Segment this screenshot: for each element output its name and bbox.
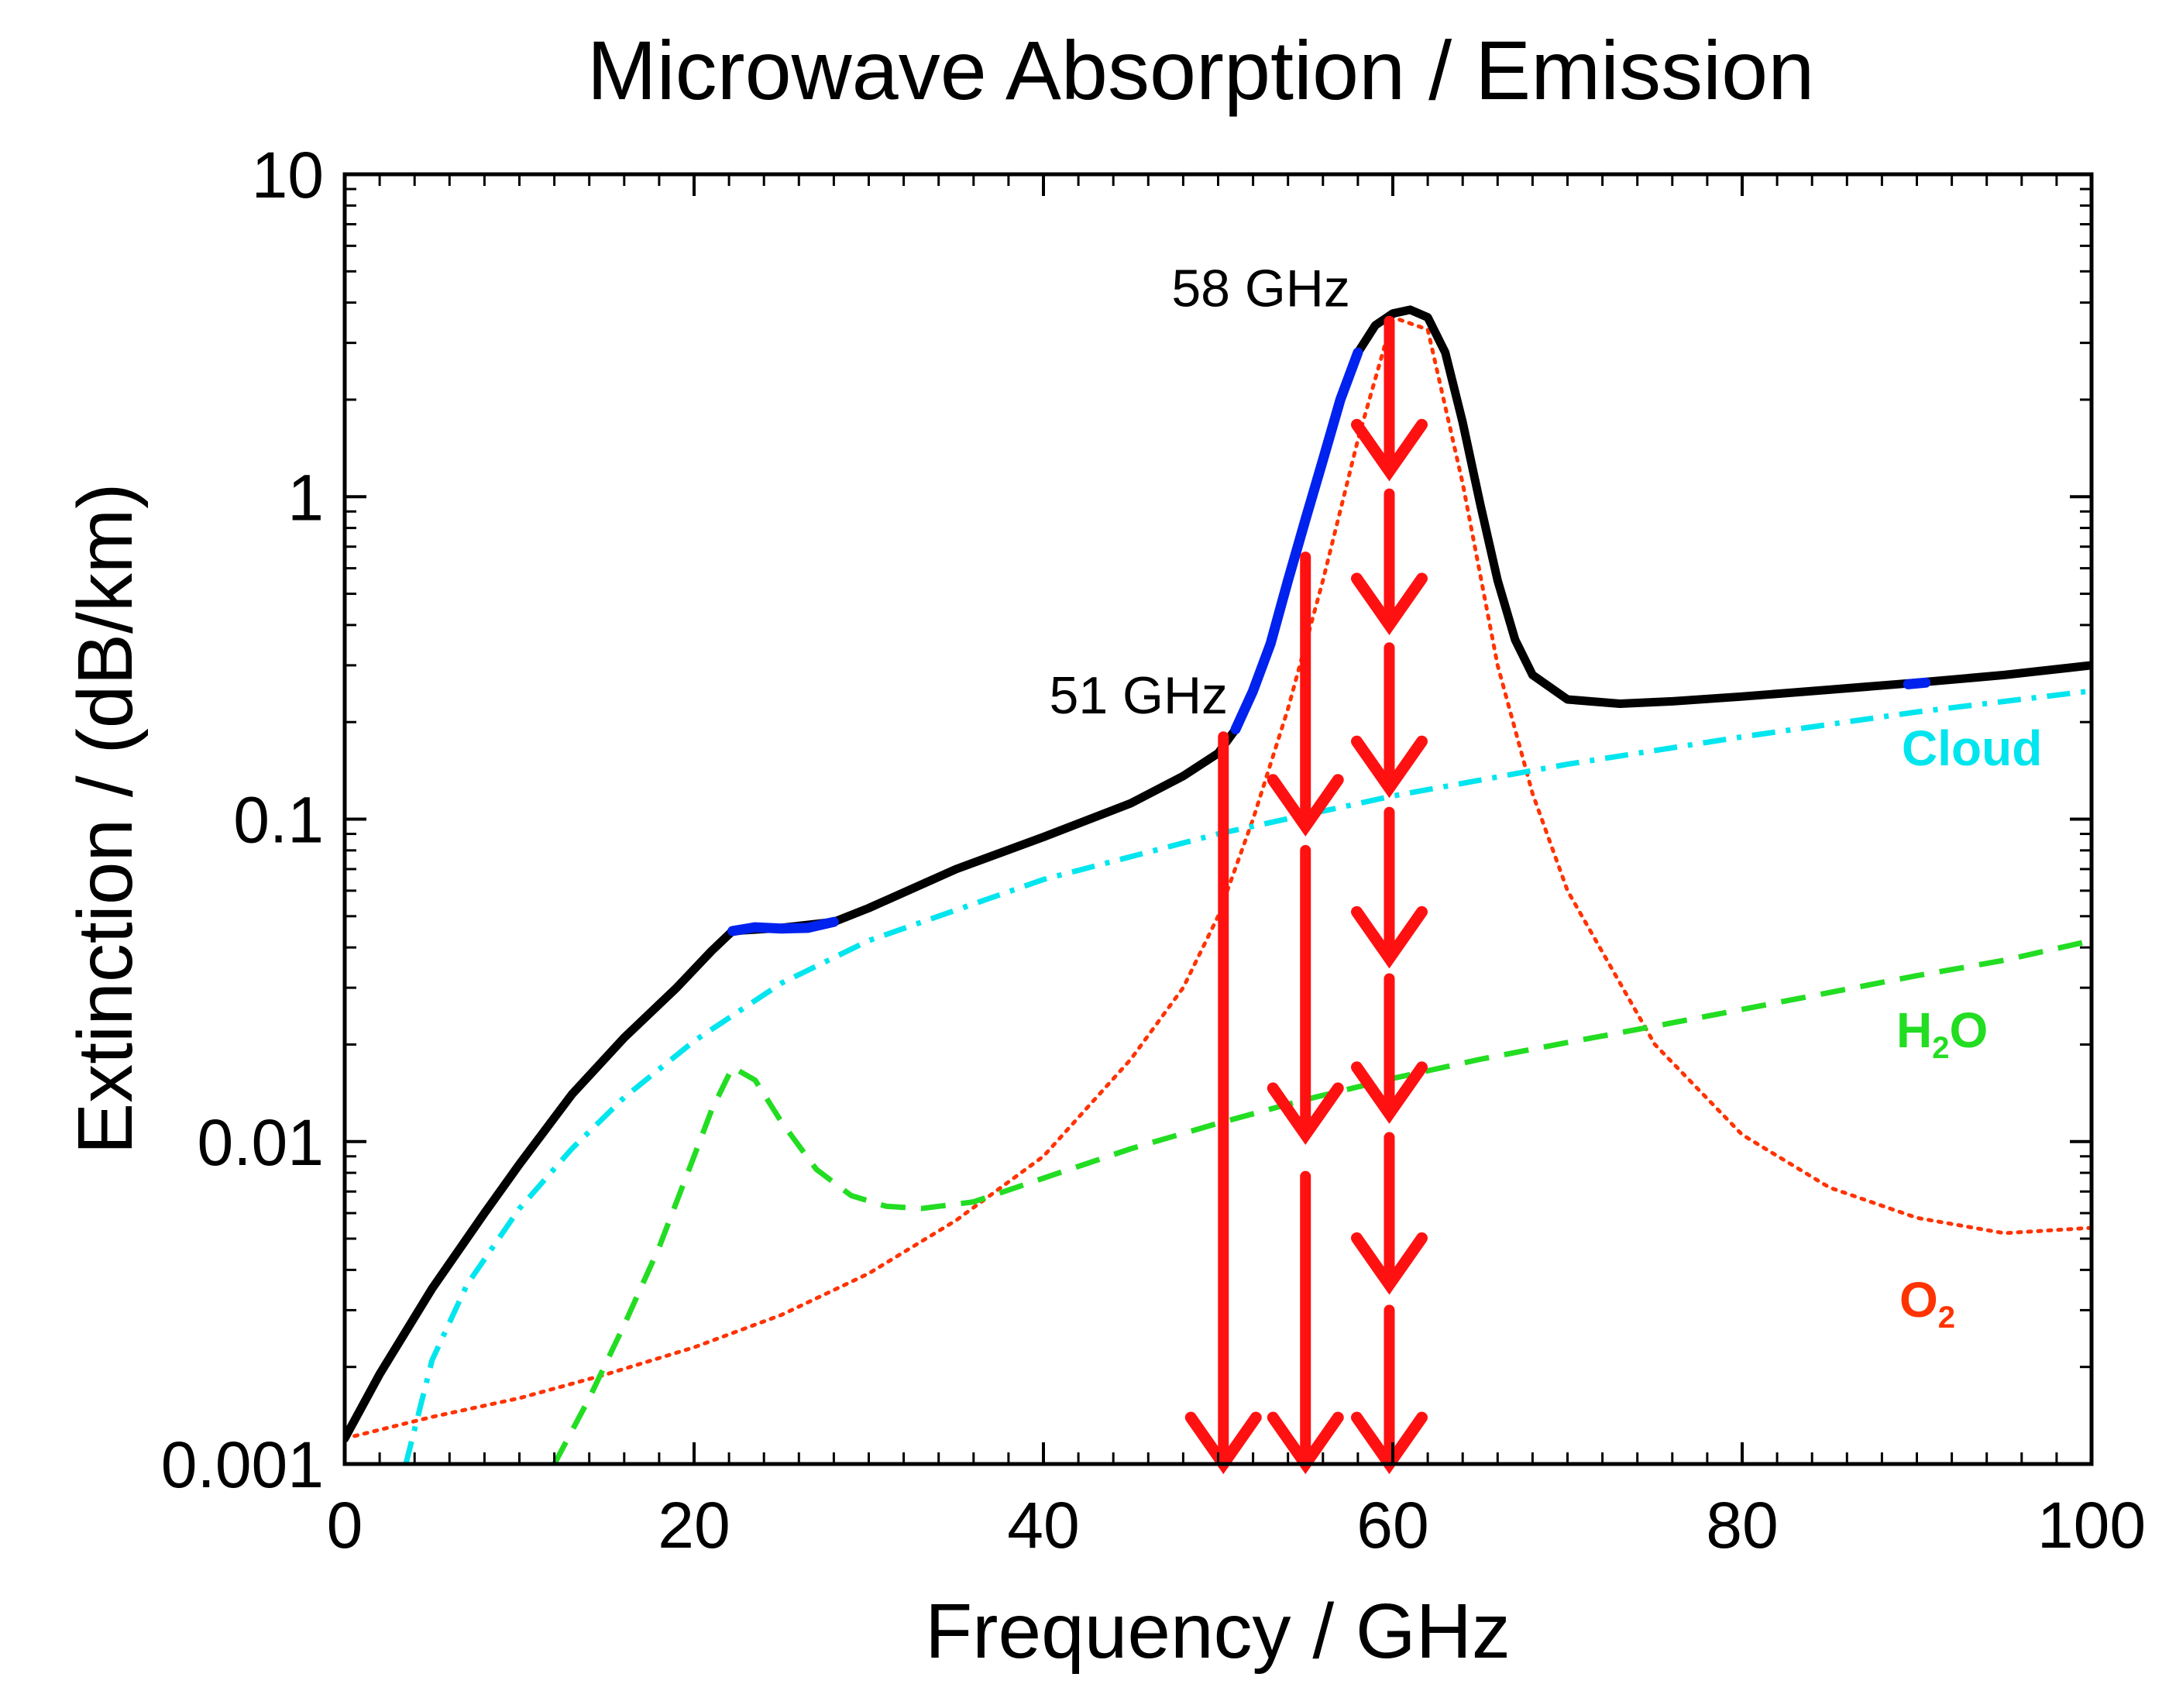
series-label-main: O bbox=[1899, 1272, 1938, 1328]
series-line-h2o bbox=[552, 937, 2092, 1464]
arrow-head bbox=[1350, 1061, 1428, 1124]
y-tick-label: 0.1 bbox=[233, 784, 324, 857]
arrow-2-2 bbox=[1267, 844, 1344, 1146]
highlight-segment-2 bbox=[1230, 347, 1363, 734]
highlight-layer bbox=[727, 347, 1931, 936]
arrow-3-2 bbox=[1350, 488, 1428, 635]
arrow-2-3 bbox=[1267, 1170, 1344, 1475]
series-line-cloud bbox=[403, 688, 2092, 1464]
arrow-2-1 bbox=[1267, 552, 1344, 837]
series-label-h2o: H2O bbox=[1896, 1002, 1988, 1065]
series-label-cloud: Cloud bbox=[1902, 720, 2042, 776]
annotation-layer: 58 GHz 51 GHz bbox=[1050, 259, 1350, 725]
arrow-3-7 bbox=[1350, 1304, 1428, 1475]
chart-title: Microwave Absorption / Emission bbox=[587, 23, 1815, 117]
y-tick-label: 0.001 bbox=[161, 1428, 324, 1501]
arrow-head bbox=[1350, 906, 1428, 969]
series-label-main: H bbox=[1896, 1002, 1932, 1058]
series-label-o2: O2 bbox=[1899, 1272, 1955, 1335]
x-axis-label: Frequency / GHz bbox=[925, 1588, 1511, 1675]
tick-label-layer: 0 20 40 60 80 100 0.001 0.01 0.1 1 10 bbox=[161, 139, 2146, 1562]
y-tick-label: 10 bbox=[252, 139, 324, 211]
arrow-3-1 bbox=[1350, 315, 1428, 482]
arrow-head bbox=[1350, 735, 1428, 799]
y-tick-label: 1 bbox=[287, 461, 324, 534]
arrow-3-5 bbox=[1350, 973, 1428, 1124]
arrow-head bbox=[1350, 418, 1428, 482]
x-tick-label: 40 bbox=[1007, 1489, 1079, 1562]
highlight-segment-1 bbox=[727, 916, 839, 936]
arrow-1-1 bbox=[1184, 731, 1262, 1475]
tick-layer bbox=[343, 174, 2093, 1466]
arrow-3-6 bbox=[1350, 1132, 1428, 1295]
x-tick-label: 60 bbox=[1356, 1489, 1428, 1562]
x-tick-label: 100 bbox=[2037, 1489, 2146, 1562]
arrow-head bbox=[1267, 1082, 1344, 1146]
arrow-head bbox=[1350, 1232, 1428, 1295]
arrow-3-3 bbox=[1350, 642, 1428, 799]
arrow-layer bbox=[1184, 315, 1428, 1475]
y-axis-label: Extinction / (dB/km) bbox=[62, 483, 149, 1155]
series-line-o2 bbox=[345, 315, 2092, 1441]
arrow-3-4 bbox=[1350, 806, 1428, 969]
annotation-1: 58 GHz bbox=[1171, 259, 1350, 318]
y-tick-label: 0.01 bbox=[198, 1106, 325, 1179]
series-label-subscript: 2 bbox=[1932, 1031, 1949, 1065]
x-tick-label: 80 bbox=[1706, 1489, 1778, 1562]
series-label-subscript: 2 bbox=[1938, 1301, 1955, 1335]
highlight-segment-3 bbox=[1903, 677, 1931, 689]
series-label-tail: O bbox=[1949, 1002, 1988, 1058]
arrow-head bbox=[1350, 572, 1428, 635]
arrow-head bbox=[1267, 774, 1344, 837]
annotation-2: 51 GHz bbox=[1050, 666, 1229, 725]
x-tick-label: 20 bbox=[658, 1489, 730, 1562]
x-tick-label: 0 bbox=[327, 1489, 363, 1562]
